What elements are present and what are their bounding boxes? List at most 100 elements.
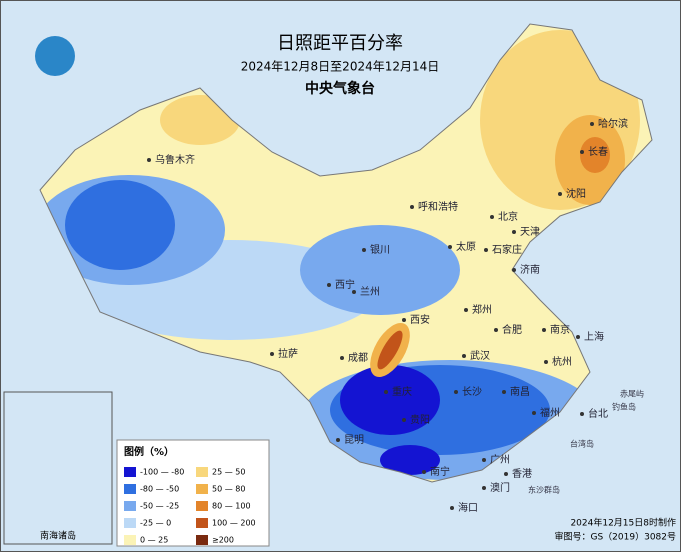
city-dot xyxy=(336,438,340,442)
legend-label: 100 — 200 xyxy=(212,519,256,528)
city-label: 兰州 xyxy=(360,285,380,298)
city-label: 成都 xyxy=(348,352,368,364)
legend-swatch xyxy=(196,535,208,545)
city-label: 济南 xyxy=(520,263,540,276)
footer-made: 2024年12月15日8时制作 xyxy=(570,517,676,529)
city-label: 台北 xyxy=(588,407,608,420)
city-label: 西宁 xyxy=(335,278,355,291)
city-dot xyxy=(422,470,426,474)
city-dot xyxy=(502,390,506,394)
city-dot xyxy=(490,215,494,219)
city-label: 南京 xyxy=(550,323,570,336)
city-dot xyxy=(482,458,486,462)
city-dot xyxy=(482,486,486,490)
subtitle: 2024年12月8日至2024年12月14日 xyxy=(241,60,440,74)
city-dot xyxy=(590,122,594,126)
city-dot xyxy=(384,390,388,394)
city-label: 哈尔滨 xyxy=(598,117,628,130)
city-label: 上海 xyxy=(584,330,604,343)
city-dot xyxy=(450,506,454,510)
legend-label: 80 — 100 xyxy=(212,502,251,511)
city-label: 海口 xyxy=(458,501,478,514)
city-dot xyxy=(544,360,548,364)
city-dot xyxy=(542,328,546,332)
legend-swatch xyxy=(196,467,208,477)
city-label: 北京 xyxy=(498,210,518,223)
legend-swatch xyxy=(124,467,136,477)
city-label: 香港 xyxy=(512,468,532,480)
city-label: 福州 xyxy=(540,406,560,419)
city-label: 石家庄 xyxy=(492,243,522,256)
legend-label: 0 — 25 xyxy=(140,536,168,545)
city-dot xyxy=(362,248,366,252)
city-dot xyxy=(464,308,468,312)
city-label: 呼和浩特 xyxy=(418,201,458,213)
city-label: 长沙 xyxy=(462,386,482,398)
title: 日照距平百分率 xyxy=(277,33,403,54)
city-dot xyxy=(512,268,516,272)
city-label: 乌鲁木齐 xyxy=(155,153,195,166)
legend-label: 50 — 80 xyxy=(212,485,245,494)
border xyxy=(39,23,653,483)
city-label: 贵阳 xyxy=(410,413,430,426)
legend-label: -80 — -50 xyxy=(140,485,179,494)
city-dot xyxy=(147,158,151,162)
city-dot xyxy=(512,230,516,234)
island-label: 钓鱼岛 xyxy=(612,402,636,412)
city-dot xyxy=(504,472,508,476)
city-dot xyxy=(402,418,406,422)
city-dot xyxy=(340,356,344,360)
city-label: 重庆 xyxy=(392,385,412,398)
city-label: 沈阳 xyxy=(566,187,586,200)
city-dot xyxy=(462,354,466,358)
city-label: 昆明 xyxy=(344,434,364,446)
legend-label: 25 — 50 xyxy=(212,468,245,477)
city-label: 西安 xyxy=(410,313,430,326)
legend-swatch xyxy=(124,518,136,528)
legend-swatch xyxy=(124,535,136,545)
legend-label: -25 — 0 xyxy=(140,519,171,528)
footer-approval: 审图号：GS（2019）3082号 xyxy=(555,531,677,543)
city-label: 杭州 xyxy=(552,355,572,368)
city-dot xyxy=(494,328,498,332)
legend-label: ≥200 xyxy=(212,536,234,545)
legend xyxy=(116,439,270,547)
city-label: 南宁 xyxy=(430,465,450,478)
city-dot xyxy=(454,390,458,394)
legend-label: -100 — -80 xyxy=(140,468,184,477)
legend-swatch xyxy=(124,484,136,494)
legend-swatch xyxy=(196,518,208,528)
city-dot xyxy=(448,245,452,249)
legend-swatch xyxy=(196,501,208,511)
island-label: 台湾岛 xyxy=(570,439,594,449)
city-label: 武汉 xyxy=(470,349,490,362)
city-dot xyxy=(532,411,536,415)
city-dot xyxy=(580,150,584,154)
city-dot xyxy=(558,192,562,196)
city-dot xyxy=(352,290,356,294)
legend-swatch xyxy=(196,484,208,494)
city-dot xyxy=(410,205,414,209)
city-dot xyxy=(270,352,274,356)
city-dot xyxy=(576,335,580,339)
city-label: 郑州 xyxy=(472,303,492,316)
agency: 中央气象台 xyxy=(305,80,375,97)
city-label: 南昌 xyxy=(510,385,530,398)
city-label: 合肥 xyxy=(502,323,522,336)
city-label: 太原 xyxy=(456,240,476,253)
legend-swatch xyxy=(124,501,136,511)
legend-label: -50 — -25 xyxy=(140,502,179,511)
inset xyxy=(3,391,113,545)
city-label: 长春 xyxy=(588,146,608,158)
city-dot xyxy=(327,283,331,287)
city-label: 澳门 xyxy=(490,481,510,494)
island-label: 东沙群岛 xyxy=(528,485,560,495)
city-label: 银川 xyxy=(370,243,390,256)
city-dot xyxy=(484,248,488,252)
city-label: 广州 xyxy=(490,454,510,466)
city-dot xyxy=(580,412,584,416)
island-label: 赤尾屿 xyxy=(620,390,644,399)
city-label: 拉萨 xyxy=(278,347,298,360)
city-label: 天津 xyxy=(520,226,540,238)
inset-title: 南海诸岛 xyxy=(40,530,76,542)
